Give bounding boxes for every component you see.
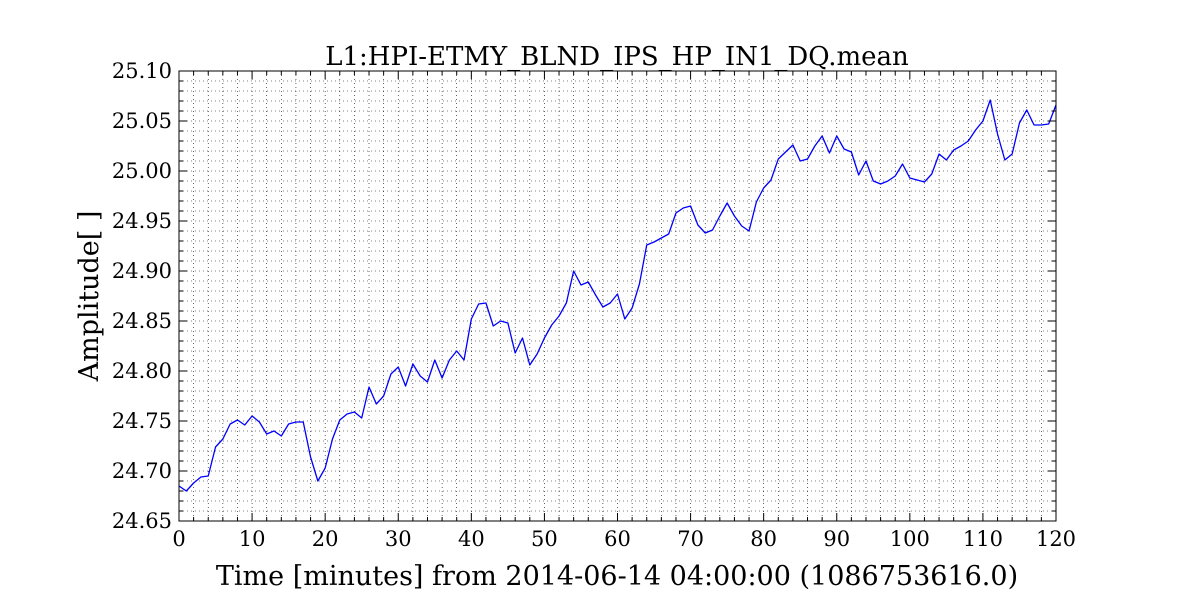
y-tick-label: 25.00 bbox=[112, 159, 172, 183]
x-tick-label: 120 bbox=[1036, 527, 1076, 551]
y-tick-labels: 24.65 24.70 24.75 24.80 24.85 24.90 24.95 25.00… bbox=[112, 59, 172, 533]
y-tick-label: 24.85 bbox=[112, 309, 172, 333]
x-tick-label: 20 bbox=[312, 527, 339, 551]
x-tick-label: 50 bbox=[531, 527, 558, 551]
x-tick-labels: 0 10 20 30 40 50 60 70 80 90 100 110 120 bbox=[172, 527, 1076, 551]
plot-frame bbox=[178, 70, 1057, 522]
grid-lines bbox=[179, 71, 1056, 521]
x-tick-label: 10 bbox=[239, 527, 266, 551]
x-tick-label: 90 bbox=[823, 527, 850, 551]
x-tick-label: 0 bbox=[172, 527, 185, 551]
y-axis-title: Amplitude[ ] bbox=[74, 211, 105, 383]
x-tick-label: 70 bbox=[677, 527, 704, 551]
data-series bbox=[178, 99, 1057, 492]
chart-title: L1:HPI-ETMY_BLND_IPS_HP_IN1_DQ.mean bbox=[325, 42, 909, 72]
x-tick-label: 30 bbox=[385, 527, 412, 551]
y-tick-label: 24.70 bbox=[112, 459, 172, 483]
series-line bbox=[178, 99, 1057, 492]
x-tick-label: 40 bbox=[458, 527, 485, 551]
y-tick-label: 24.90 bbox=[112, 259, 172, 283]
y-tick-label: 24.65 bbox=[112, 509, 172, 533]
x-tick-label: 80 bbox=[750, 527, 777, 551]
x-axis-title: Time [minutes] from 2014-06-14 04:00:00 … bbox=[216, 561, 1018, 592]
x-tick-label: 110 bbox=[963, 527, 1003, 551]
x-tick-label: 60 bbox=[604, 527, 631, 551]
y-tick-label: 24.75 bbox=[112, 409, 172, 433]
y-tick-label: 24.95 bbox=[112, 209, 172, 233]
y-tick-label: 25.05 bbox=[112, 109, 172, 133]
y-tick-label: 25.10 bbox=[112, 59, 172, 83]
x-tick-label: 100 bbox=[890, 527, 930, 551]
y-tick-label: 24.80 bbox=[112, 359, 172, 383]
